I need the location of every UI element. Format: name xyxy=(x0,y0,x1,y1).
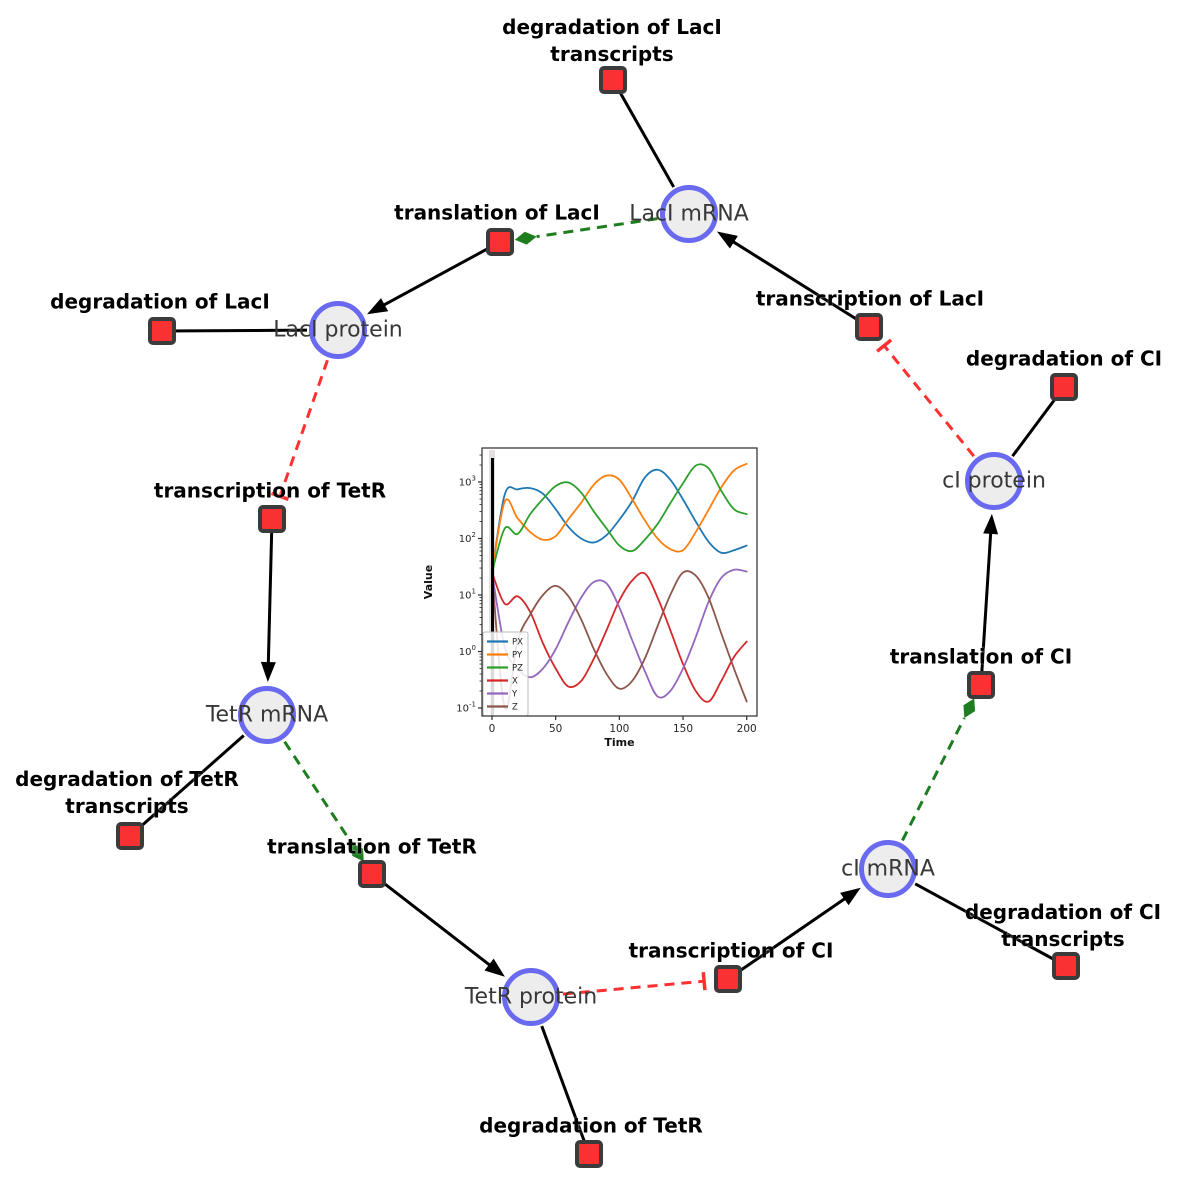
edge-laci-mrna-translation-laci xyxy=(514,217,658,245)
reaction-label-translation-laci: translation of LacI xyxy=(394,200,600,225)
series-X xyxy=(491,571,748,703)
reaction-label-deg-tetr-transcripts: degradation of TetR transcripts xyxy=(15,767,239,818)
arrowhead xyxy=(840,887,861,906)
reaction-label-translation-ci: translation of CI xyxy=(889,644,1073,669)
inhibition-tee xyxy=(876,338,893,353)
reaction-node-deg-tetr xyxy=(575,1140,603,1168)
catalysis-arrowhead xyxy=(514,231,537,245)
species-node-laci-protein xyxy=(309,301,367,359)
species-label-ci-protein: cI protein xyxy=(942,468,1046,494)
species-node-tetr-protein xyxy=(502,968,560,1026)
reaction-node-transcription-laci xyxy=(855,313,883,341)
reaction-node-transcription-ci xyxy=(714,965,742,993)
series-PX xyxy=(491,468,748,574)
y-axis-label: Value xyxy=(422,565,435,599)
edge-transcription-tetr-tetr-mrna xyxy=(260,518,276,683)
legend-label-Y: Y xyxy=(511,690,518,700)
edge-transcription-ci-ci-mrna xyxy=(727,887,861,981)
edge-tetr-mrna-translation-tetr xyxy=(283,740,364,862)
species-node-laci-mrna xyxy=(660,185,718,243)
species-label-ci-mrna: cI mRNA xyxy=(841,856,935,882)
species-label-laci-mrna: LacI mRNA xyxy=(629,201,749,227)
y-tick-label: 103 xyxy=(459,475,476,489)
reaction-label-deg-laci: degradation of LacI xyxy=(50,289,270,314)
edge-transcription-laci-laci-mrna xyxy=(716,231,870,329)
reaction-label-deg-laci-transcripts: degradation of LacI transcripts xyxy=(502,15,722,66)
arrowhead xyxy=(260,661,276,683)
edge-translation-laci-laci-protein xyxy=(366,240,501,315)
reaction-label-deg-ci: degradation of CI xyxy=(965,346,1163,371)
edge-translation-ci-ci-protein xyxy=(979,513,999,686)
species-node-tetr-mrna xyxy=(238,686,296,744)
reaction-label-transcription-tetr: transcription of TetR xyxy=(153,478,387,503)
y-tick-label: 100 xyxy=(459,644,476,658)
series-Z xyxy=(491,570,748,711)
reaction-node-translation-ci xyxy=(967,671,995,699)
edge-ci-mrna-translation-ci xyxy=(901,698,976,842)
arrowhead xyxy=(983,513,999,535)
legend-label-PZ: PZ xyxy=(512,664,523,674)
edge-ci-protein-transcription-laci xyxy=(876,338,975,458)
x-tick-label: 150 xyxy=(673,723,693,735)
inset-chart: PX PY PZ X Y Z 0 50 100 150 200 10-1 100 101 102 103 Tim… xyxy=(420,438,768,760)
chart-curves xyxy=(491,462,748,711)
x-tick-label: 50 xyxy=(549,723,562,735)
legend-label-X: X xyxy=(512,677,518,687)
edge-ci-mrna-deg-ci-transcripts xyxy=(914,882,1067,968)
chart-canvas: PX PY PZ XYZ 0 50 100 150 200 10-1 100 101 102 103 Tim… xyxy=(422,447,758,749)
reaction-node-deg-laci xyxy=(148,317,176,345)
species-node-ci-mrna xyxy=(859,840,917,898)
reaction-label-transcription-ci: transcription of CI xyxy=(628,938,834,963)
edge-laci-protein-deg-laci xyxy=(161,328,308,333)
species-node-ci-protein xyxy=(965,452,1023,510)
x-tick-label: 100 xyxy=(609,723,629,735)
reaction-node-translation-laci xyxy=(486,228,514,256)
species-label-laci-protein: LacI protein xyxy=(273,317,403,343)
reaction-node-transcription-tetr xyxy=(258,505,286,533)
reaction-node-translation-tetr xyxy=(358,860,386,888)
reaction-label-deg-ci-transcripts: degradation of CI transcripts xyxy=(964,900,1162,951)
catalysis-arrowhead xyxy=(963,698,976,719)
inhibition-tee xyxy=(270,491,289,501)
reaction-label-translation-tetr: translation of TetR xyxy=(267,834,477,859)
arrowhead xyxy=(484,958,505,977)
reaction-node-deg-ci xyxy=(1050,373,1078,401)
reaction-node-deg-tetr-transcripts xyxy=(116,822,144,850)
arrowhead xyxy=(716,231,738,249)
edge-tetr-protein-deg-tetr xyxy=(540,1025,591,1155)
edge-translation-tetr-tetr-protein xyxy=(371,872,505,977)
species-label-tetr-mrna: TetR mRNA xyxy=(205,702,329,728)
y-tick-label: 102 xyxy=(459,531,476,545)
catalysis-arrowhead xyxy=(351,843,364,862)
series-PY xyxy=(491,462,748,574)
reaction-label-deg-tetr: degradation of TetR xyxy=(479,1113,703,1138)
x-axis-label: Time xyxy=(604,736,634,749)
edge-laci-mrna-deg-laci-transcripts xyxy=(611,79,676,188)
x-tick-label: 200 xyxy=(737,723,757,735)
legend-label-PY: PY xyxy=(512,651,523,661)
edge-tetr-mrna-deg-tetr-transcripts xyxy=(129,734,245,838)
legend-label-Z: Z xyxy=(512,703,518,713)
x-tick-label: 0 xyxy=(489,723,496,735)
y-tick-label: 101 xyxy=(459,588,476,602)
reaction-label-transcription-laci: transcription of LacI xyxy=(755,286,985,311)
species-label-tetr-protein: TetR protein xyxy=(464,984,598,1010)
edge-laci-protein-transcription-tetr xyxy=(270,359,329,501)
reaction-node-deg-laci-transcripts xyxy=(599,66,627,94)
series-PZ xyxy=(491,463,748,574)
arrowhead xyxy=(366,298,389,315)
legend-label-PX: PX xyxy=(512,638,523,648)
inhibition-tee xyxy=(701,972,707,991)
edge-tetr-protein-transcription-ci xyxy=(562,972,707,996)
chart-legend: PX PY PZ XYZ xyxy=(482,631,529,717)
y-tick-label: 10-1 xyxy=(456,701,476,715)
reaction-node-deg-ci-transcripts xyxy=(1052,952,1080,980)
series-Y xyxy=(491,568,748,699)
